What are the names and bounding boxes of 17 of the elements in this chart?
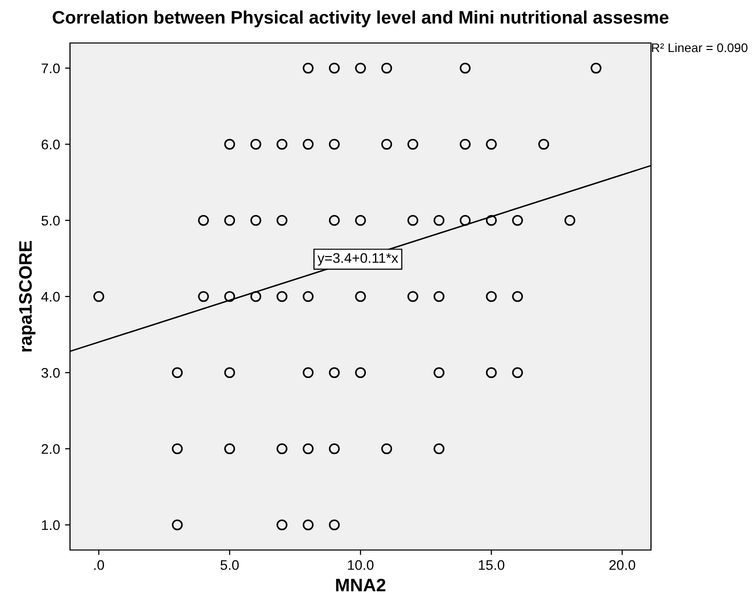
y-tick-label: 5.0 bbox=[42, 216, 60, 226]
y-axis-title: rapa1SCORE bbox=[19, 241, 36, 352]
x-tick-label: 5.0 bbox=[220, 560, 239, 570]
x-tick-label: 20.0 bbox=[609, 560, 636, 570]
text: R² Linear = 0.090 bbox=[652, 43, 748, 52]
y-tick-label: 3.0 bbox=[42, 368, 60, 378]
annotation: y=3.4+0.11*x bbox=[318, 253, 398, 266]
y-tick-label: 6.0 bbox=[42, 140, 60, 150]
y-tick-label: 1.0 bbox=[42, 520, 60, 530]
y-tick-label: 4.0 bbox=[41, 292, 60, 302]
x-tick-label: 10.0 bbox=[348, 560, 374, 570]
x-tick-label: 15.0 bbox=[478, 560, 504, 570]
y-tick-label: 7.0 bbox=[42, 63, 60, 74]
chart-title: Correlation between Physical activity level and Mini nutritional assesme bbox=[52, 10, 668, 28]
x-axis-title: MNA2 bbox=[336, 578, 386, 592]
y-tick-label: 2.0 bbox=[42, 444, 60, 454]
x-tick-label: .0 bbox=[94, 560, 104, 570]
